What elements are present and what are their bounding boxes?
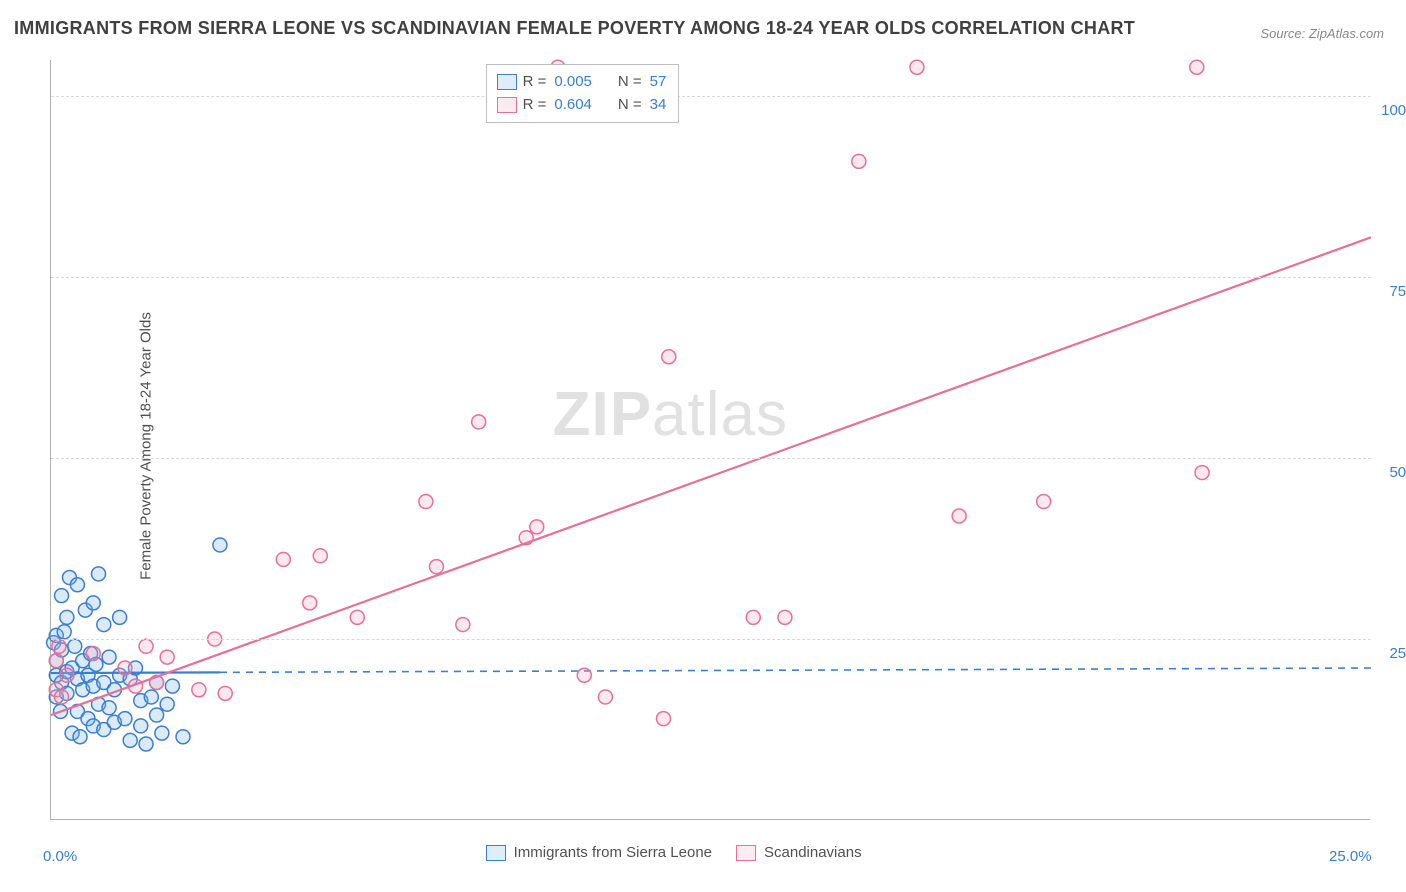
data-point-scandinavians xyxy=(472,415,486,429)
data-point-scandinavians xyxy=(656,712,670,726)
legend-n-label: N = xyxy=(618,94,642,117)
series-legend-item-sierra_leone: Immigrants from Sierra Leone xyxy=(486,844,712,861)
gridline xyxy=(51,277,1371,278)
trend-line-sierra_leone xyxy=(51,672,220,673)
data-point-scandinavians xyxy=(577,668,591,682)
legend-r-value: 0.005 xyxy=(552,71,594,94)
series-legend-label: Immigrants from Sierra Leone xyxy=(514,844,712,861)
data-point-sierra_leone xyxy=(165,679,179,693)
plot-area: ZIPatlas 25.0%50.0%75.0%100.0%0.0%25.0% xyxy=(50,60,1370,820)
data-point-scandinavians xyxy=(910,60,924,74)
legend-swatch xyxy=(486,845,506,861)
data-point-sierra_leone xyxy=(57,625,71,639)
data-point-scandinavians xyxy=(419,495,433,509)
gridline xyxy=(51,639,1371,640)
data-point-sierra_leone xyxy=(160,697,174,711)
data-point-sierra_leone xyxy=(113,610,127,624)
y-tick-label: 75.0% xyxy=(1389,283,1406,300)
data-point-sierra_leone xyxy=(97,618,111,632)
legend-r-label: R = xyxy=(523,94,547,117)
data-point-sierra_leone xyxy=(123,733,137,747)
data-point-sierra_leone xyxy=(73,730,87,744)
legend-r-value: 0.604 xyxy=(552,94,594,117)
data-point-sierra_leone xyxy=(150,708,164,722)
stats-legend-row-scandinavians: R =0.604 N = 34 xyxy=(497,94,669,117)
source-attribution: Source: ZipAtlas.com xyxy=(1260,26,1384,41)
data-point-scandinavians xyxy=(662,350,676,364)
data-point-scandinavians xyxy=(192,683,206,697)
trend-line-dashed-sierra_leone xyxy=(220,668,1371,672)
data-point-scandinavians xyxy=(118,661,132,675)
data-point-sierra_leone xyxy=(55,589,69,603)
y-tick-label: 50.0% xyxy=(1389,464,1406,481)
data-point-scandinavians xyxy=(86,647,100,661)
chart-title: IMMIGRANTS FROM SIERRA LEONE VS SCANDINA… xyxy=(14,18,1135,39)
data-point-scandinavians xyxy=(60,668,74,682)
stats-legend: R =0.005 N = 57 R =0.604 N = 34 xyxy=(486,64,680,123)
legend-r-label: R = xyxy=(523,71,547,94)
x-tick-label: 0.0% xyxy=(43,848,77,865)
data-point-scandinavians xyxy=(313,549,327,563)
data-point-sierra_leone xyxy=(60,610,74,624)
data-point-sierra_leone xyxy=(144,690,158,704)
data-point-sierra_leone xyxy=(176,730,190,744)
legend-n-label: N = xyxy=(618,71,642,94)
data-point-sierra_leone xyxy=(92,567,106,581)
series-legend: Immigrants from Sierra Leone Scandinavian… xyxy=(486,844,862,861)
data-point-sierra_leone xyxy=(68,639,82,653)
data-point-sierra_leone xyxy=(102,701,116,715)
data-point-sierra_leone xyxy=(134,719,148,733)
data-point-scandinavians xyxy=(218,686,232,700)
data-point-sierra_leone xyxy=(86,596,100,610)
data-point-scandinavians xyxy=(852,154,866,168)
series-legend-item-scandinavians: Scandinavians xyxy=(736,844,862,861)
legend-n-value: 57 xyxy=(648,71,669,94)
legend-swatch xyxy=(497,74,517,90)
gridline xyxy=(51,96,1371,97)
data-point-scandinavians xyxy=(52,639,66,653)
data-point-sierra_leone xyxy=(155,726,169,740)
data-point-scandinavians xyxy=(456,618,470,632)
data-point-scandinavians xyxy=(276,552,290,566)
y-tick-label: 100.0% xyxy=(1381,102,1406,119)
data-point-scandinavians xyxy=(598,690,612,704)
data-point-scandinavians xyxy=(778,610,792,624)
data-point-sierra_leone xyxy=(102,650,116,664)
data-point-scandinavians xyxy=(160,650,174,664)
data-point-scandinavians xyxy=(350,610,364,624)
data-point-scandinavians xyxy=(1190,60,1204,74)
data-point-scandinavians xyxy=(1195,466,1209,480)
data-point-sierra_leone xyxy=(118,712,132,726)
data-point-scandinavians xyxy=(55,690,69,704)
legend-n-value: 34 xyxy=(648,94,669,117)
y-tick-label: 25.0% xyxy=(1389,645,1406,662)
trend-line-scandinavians xyxy=(51,237,1371,715)
data-point-scandinavians xyxy=(952,509,966,523)
correlation-chart: IMMIGRANTS FROM SIERRA LEONE VS SCANDINA… xyxy=(0,0,1406,892)
legend-swatch xyxy=(736,845,756,861)
data-point-sierra_leone xyxy=(70,578,84,592)
data-point-scandinavians xyxy=(303,596,317,610)
data-point-sierra_leone xyxy=(139,737,153,751)
series-legend-label: Scandinavians xyxy=(764,844,862,861)
data-point-scandinavians xyxy=(746,610,760,624)
x-tick-label: 25.0% xyxy=(1329,848,1372,865)
data-point-sierra_leone xyxy=(213,538,227,552)
data-point-scandinavians xyxy=(429,560,443,574)
data-point-scandinavians xyxy=(49,654,63,668)
data-point-scandinavians xyxy=(1037,495,1051,509)
gridline xyxy=(51,458,1371,459)
scatter-svg xyxy=(51,60,1371,820)
data-point-scandinavians xyxy=(530,520,544,534)
data-point-scandinavians xyxy=(139,639,153,653)
legend-swatch xyxy=(497,97,517,113)
stats-legend-row-sierra_leone: R =0.005 N = 57 xyxy=(497,71,669,94)
